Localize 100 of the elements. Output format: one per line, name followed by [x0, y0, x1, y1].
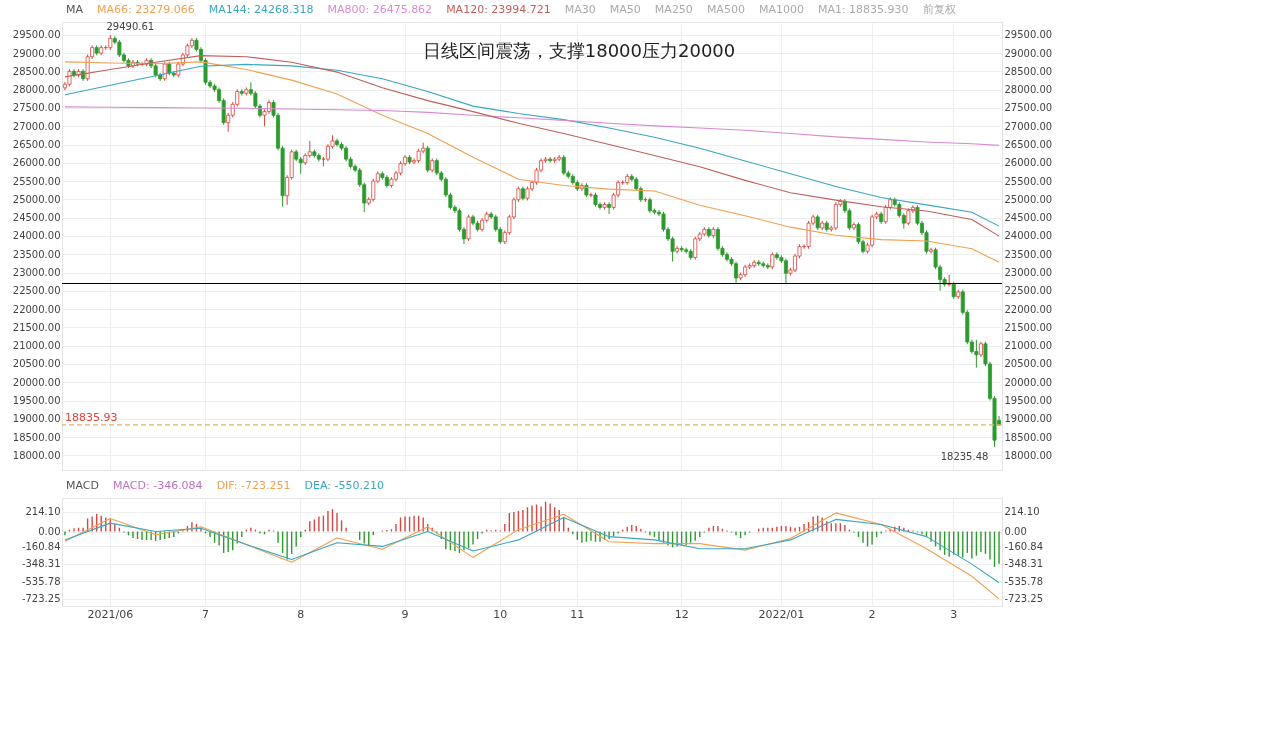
y-tick-label: 23500.00	[12, 248, 61, 260]
text: MA	[66, 2, 84, 16]
y2-tick-label: -723.25	[1004, 593, 1044, 605]
y-tick-label: 19000.00	[12, 413, 61, 425]
text: MA50	[609, 2, 641, 16]
y-tick-label: -723.25	[21, 593, 61, 605]
candlestick	[607, 201, 612, 215]
y-tick-label: 20000.00	[12, 376, 61, 388]
text: MA30	[564, 2, 596, 16]
y2-tick-label: 19000.00	[1004, 413, 1053, 425]
y2-tick-label: 23500.00	[1004, 248, 1053, 260]
y2-tick-label: 22500.00	[1004, 285, 1053, 297]
x-tick-label: 9	[401, 607, 409, 621]
y2-tick-label: 29000.00	[1004, 47, 1053, 59]
y-tick-label: 21000.00	[12, 340, 61, 352]
y2-tick-label: 19500.00	[1004, 395, 1053, 407]
y2-tick-label: 25500.00	[1004, 175, 1053, 187]
text: MACD	[66, 478, 99, 492]
annotation: 18235.48	[940, 450, 989, 462]
text: MA250	[654, 2, 693, 16]
y-tick-label: 24500.00	[12, 212, 61, 224]
y-tick-label: -535.78	[21, 575, 61, 587]
line-series	[64, 512, 1000, 600]
text: MA120: 23994.721	[446, 2, 551, 16]
x-tick-label: 2022/01	[758, 607, 805, 621]
y2-tick-label: 21500.00	[1004, 321, 1053, 333]
y2-tick-label: 20500.00	[1004, 358, 1053, 370]
text: MA800: 26475.862	[327, 2, 433, 16]
candlestick	[883, 204, 888, 225]
text: MA144: 24268.318	[208, 2, 314, 16]
text: DIF: -723.251	[216, 478, 291, 492]
y2-tick-label: 21000.00	[1004, 340, 1053, 352]
y2-tick-label: 214.10	[1004, 506, 1040, 518]
y-tick-label: 29000.00	[12, 47, 61, 59]
candlestick	[974, 339, 979, 369]
y-tick-label: 29500.00	[12, 29, 61, 41]
ref-line-label: 18835.93	[65, 410, 118, 424]
y-tick-label: 27500.00	[12, 102, 61, 114]
y-tick-label: 23000.00	[12, 267, 61, 279]
y-tick-label: 19500.00	[12, 395, 61, 407]
candlestick	[548, 156, 553, 164]
y2-tick-label: 23000.00	[1004, 267, 1053, 279]
text: 日线区间震荡，支撑18000压力20000	[422, 40, 736, 61]
y2-tick-label: 20000.00	[1004, 376, 1053, 388]
y2-tick-label: 28000.00	[1004, 84, 1053, 96]
text: 前复权	[922, 1, 956, 17]
text: MA500	[706, 2, 745, 16]
x-tick-label: 11	[570, 607, 585, 621]
y-tick-label: 22000.00	[12, 303, 61, 315]
y-tick-label: 28000.00	[12, 84, 61, 96]
y-tick-label: 20500.00	[12, 358, 61, 370]
candlestick	[425, 145, 430, 173]
y2-tick-label: 26000.00	[1004, 157, 1053, 169]
y2-tick-label: 18500.00	[1004, 431, 1053, 443]
text: MA66: 23279.066	[97, 2, 195, 16]
y-tick-label: 25500.00	[12, 175, 61, 187]
line-series	[64, 61, 1000, 263]
y-tick-label: 22500.00	[12, 285, 61, 297]
candlestick	[466, 214, 471, 242]
y2-tick-label: 28500.00	[1004, 65, 1053, 77]
x-tick-label: 2021/06	[87, 607, 134, 621]
y-tick-label: 18000.00	[12, 449, 61, 461]
y2-tick-label: -348.31	[1004, 558, 1044, 570]
y-tick-label: 21500.00	[12, 321, 61, 333]
y2-tick-label: 24500.00	[1004, 212, 1053, 224]
y-tick-label: 26000.00	[12, 157, 61, 169]
text: MA1000	[758, 2, 804, 16]
y-tick-label: -348.31	[21, 558, 61, 570]
x-tick-label: 7	[202, 607, 210, 621]
y-tick-label: 18500.00	[12, 431, 61, 443]
candlestick	[783, 258, 788, 284]
y2-tick-label: 22000.00	[1004, 303, 1053, 315]
y-tick-label: 27000.00	[12, 120, 61, 132]
y-tick-label: -160.84	[21, 540, 61, 552]
y2-tick-label: 25000.00	[1004, 193, 1053, 205]
text: MACD: -346.084	[112, 478, 203, 492]
y2-tick-label: 27000.00	[1004, 120, 1053, 132]
x-tick-label: 12	[674, 607, 689, 621]
candlestick	[693, 236, 698, 261]
x-tick-label: 8	[297, 607, 305, 621]
y-tick-label: 214.10	[25, 506, 61, 518]
y-tick-label: 28500.00	[12, 65, 61, 77]
y-tick-label: 26500.00	[12, 139, 61, 151]
y2-tick-label: -535.78	[1004, 575, 1044, 587]
y-tick-label: 0.00	[38, 526, 61, 538]
annotation: 29490.61	[106, 21, 155, 33]
candlestick	[588, 192, 593, 198]
text: MA1: 18835.930	[817, 2, 909, 16]
y-tick-label: 25000.00	[12, 193, 61, 205]
candlestick	[162, 61, 167, 82]
y2-tick-label: 27500.00	[1004, 102, 1053, 114]
line-series	[64, 517, 1000, 584]
y2-tick-label: -160.84	[1004, 540, 1044, 552]
x-tick-label: 10	[493, 607, 508, 621]
line-series	[64, 106, 1000, 146]
y-tick-label: 24000.00	[12, 230, 61, 242]
y2-tick-label: 29500.00	[1004, 29, 1053, 41]
x-tick-label: 3	[950, 607, 958, 621]
text: DEA: -550.210	[304, 478, 384, 492]
y2-tick-label: 18000.00	[1004, 449, 1053, 461]
